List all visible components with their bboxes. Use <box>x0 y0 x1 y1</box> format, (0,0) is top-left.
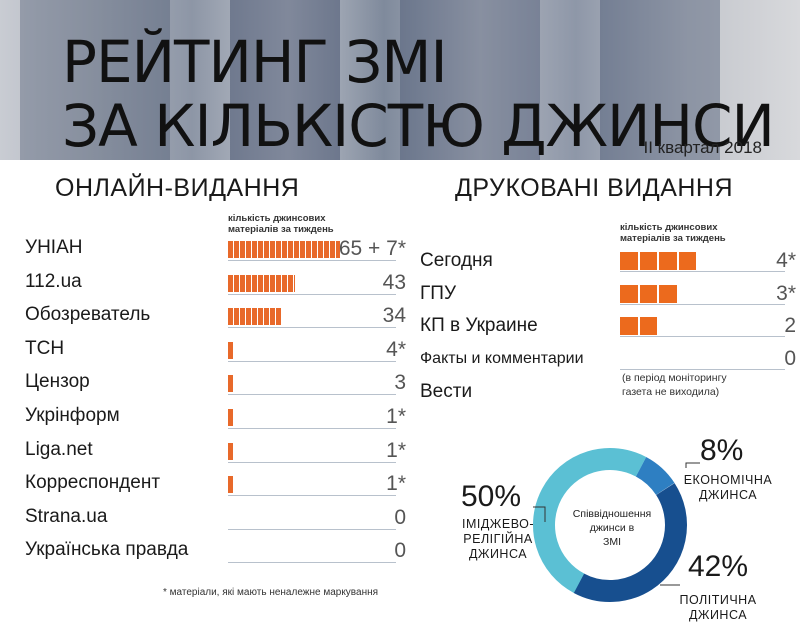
page-title: РЕЙТИНГ ЗМІ ЗА КІЛЬКІСТЮ ДЖИНСИ <box>62 30 782 158</box>
print-bar-unit <box>678 252 696 270</box>
header-photo-background <box>0 0 800 160</box>
print-bar-unit <box>639 285 657 303</box>
image-religious-label: ІМІДЖЕВО- РЕЛІГІЙНА ДЖИНСА <box>461 517 534 561</box>
online-name: Українська правда <box>25 539 189 561</box>
political-pct: 42% <box>688 550 749 583</box>
print-value-label: 0 <box>784 347 796 370</box>
share-donut-chart <box>533 448 687 602</box>
print-unit-note: кількість джинсових матеріалів за тижден… <box>620 222 726 244</box>
print-value-label: 2 <box>784 314 796 337</box>
online-bar <box>228 409 233 426</box>
online-baseline <box>228 562 396 564</box>
online-value-label: 0 <box>394 505 406 529</box>
online-bar <box>228 308 281 326</box>
online-name: Укрінформ <box>25 405 120 426</box>
footnote: * матеріали, які мають неналежне маркува… <box>163 587 379 598</box>
online-baseline <box>228 528 396 530</box>
print-value-label: 4* <box>776 249 796 272</box>
print-baseline <box>620 271 785 272</box>
economic-label: ЕКОНОМІЧНА ДЖИНСА <box>683 473 773 502</box>
donut-center-label: Співвідношення джинси в ЗМІ <box>572 508 652 548</box>
online-bar <box>228 375 233 393</box>
quarter-subtitle: ІІ квартал 2018 <box>643 138 763 157</box>
image-religious-pct: 50% <box>461 480 522 513</box>
online-baseline <box>228 428 396 429</box>
online-value-label: 1* <box>386 472 406 496</box>
print-bar-unit <box>639 252 657 270</box>
online-baseline <box>228 293 396 295</box>
title-line-2: ЗА КІЛЬКІСТЮ ДЖИНСИ <box>62 92 775 160</box>
print-bar-unit <box>659 252 677 270</box>
online-name: Strana.ua <box>25 505 108 527</box>
print-baseline <box>620 336 785 337</box>
online-baseline <box>228 260 396 261</box>
online-baseline <box>228 461 396 463</box>
economic-pct: 8% <box>700 434 744 467</box>
online-value-label: 4* <box>386 337 406 361</box>
political-label: ПОЛІТИЧНА ДЖИНСА <box>679 593 757 622</box>
print-bar-unit <box>620 285 638 303</box>
print-name: ГПУ <box>420 283 457 304</box>
online-bar <box>228 442 233 460</box>
print-heading: ДРУКОВАНІ ВИДАННЯ <box>455 174 734 202</box>
online-name: Обозреватель <box>25 304 151 326</box>
print-bar-unit <box>659 285 677 303</box>
print-baseline <box>620 369 785 370</box>
print-name: Сегодня <box>420 250 493 271</box>
print-bar-unit <box>620 317 638 335</box>
online-bar <box>228 274 295 292</box>
online-name: Корреспондент <box>25 472 161 494</box>
online-name: Цензор <box>25 371 90 393</box>
print-name: Вести <box>420 381 473 402</box>
print-name: КП в Украине <box>420 315 538 336</box>
online-bar <box>228 241 340 258</box>
online-baseline <box>228 327 396 329</box>
online-baseline <box>228 360 396 362</box>
print-baseline <box>620 304 785 305</box>
online-value-label: 3 <box>394 371 406 395</box>
online-baseline <box>228 495 396 497</box>
online-value-label: 1* <box>386 405 406 428</box>
online-value-label: 0 <box>394 539 406 563</box>
print-name: Факты и комментарии <box>420 350 584 367</box>
print-bar-unit <box>620 252 638 270</box>
online-value-label: 34 <box>382 304 406 328</box>
online-name: ТСН <box>25 337 65 359</box>
online-bar <box>228 341 235 359</box>
print-value-label: 3* <box>776 282 796 305</box>
online-name: 112.ua <box>25 270 82 292</box>
online-value-label: 1* <box>386 438 406 462</box>
online-bar <box>228 476 233 494</box>
print-bar-unit <box>639 317 657 335</box>
vesti-note: (в період моніторингу газета не виходила… <box>622 372 727 398</box>
online-name: Liga.net <box>25 438 93 460</box>
online-value-label: 65 + 7* <box>338 237 406 260</box>
online-baseline <box>228 394 396 396</box>
online-name: УНІАН <box>25 237 83 258</box>
title-line-1: РЕЙТИНГ ЗМІ <box>62 28 448 96</box>
online-unit-note: кількість джинсових матеріалів за тижден… <box>228 213 334 235</box>
online-heading: ОНЛАЙН-ВИДАННЯ <box>55 174 300 202</box>
online-value-label: 43 <box>382 270 406 294</box>
